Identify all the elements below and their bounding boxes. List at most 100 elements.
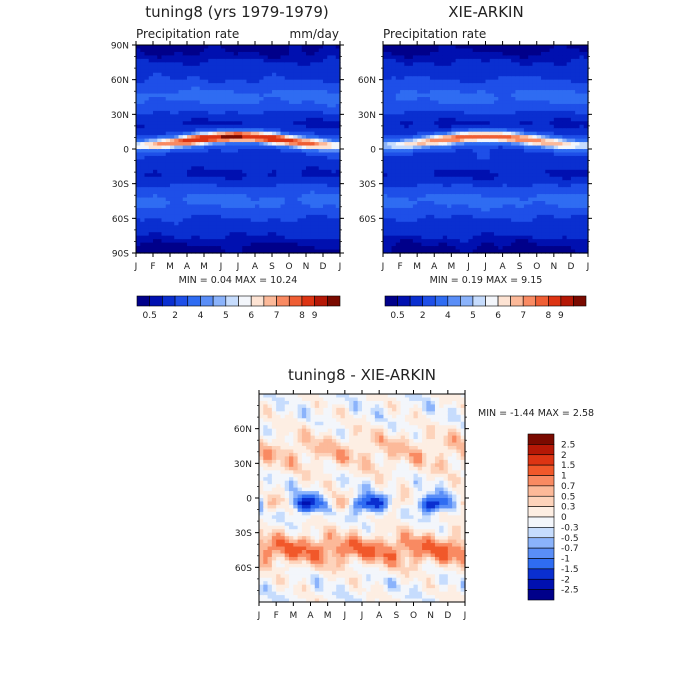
contour-cell	[174, 103, 180, 108]
contour-cell	[425, 124, 431, 129]
contour-cell	[221, 194, 226, 199]
contour-cell	[421, 187, 427, 192]
contour-cell	[438, 149, 444, 154]
contour-cell	[182, 55, 188, 60]
contour-cell	[429, 218, 435, 223]
contour-cell	[204, 72, 209, 77]
contour-cell	[280, 169, 286, 174]
contour-cell	[153, 214, 158, 219]
contour-cell	[229, 232, 235, 237]
contour-cell	[400, 83, 405, 88]
contour-cell	[455, 69, 461, 74]
contour-cell	[404, 69, 410, 74]
contour-cell	[242, 187, 248, 192]
contour-cell	[400, 90, 405, 95]
contour-cell	[174, 65, 180, 70]
contour-cell	[429, 207, 435, 212]
contour-cell	[153, 187, 158, 192]
contour-cell	[157, 58, 163, 63]
contour-cell	[216, 228, 222, 233]
contour-cell	[174, 183, 180, 188]
contour-cell	[157, 249, 163, 254]
contour-cell	[429, 187, 435, 192]
contour-cell	[229, 239, 235, 244]
contour-cell	[174, 93, 180, 98]
contour-cell	[310, 121, 316, 126]
contour-cell	[494, 83, 499, 88]
contour-cell	[153, 169, 158, 174]
contour-cell	[255, 45, 260, 50]
contour-cell	[212, 65, 218, 70]
contour-cell	[318, 159, 324, 164]
contour-cell	[447, 242, 452, 247]
contour-cell	[429, 117, 435, 122]
contour-cell	[395, 214, 401, 219]
contour-cell	[306, 83, 311, 88]
contour-cell	[182, 107, 188, 112]
contour-cell	[494, 131, 499, 136]
contour-cell	[280, 152, 286, 157]
contour-cell	[255, 228, 260, 233]
contour-cell	[263, 48, 269, 53]
contour-cell	[451, 149, 457, 154]
contour-cell	[331, 135, 337, 140]
contour-cell	[331, 110, 337, 115]
contour-cell	[438, 103, 444, 108]
contour-cell	[400, 218, 405, 223]
contour-cell	[400, 173, 405, 178]
contour-cell	[515, 187, 521, 192]
contour-cell	[306, 149, 311, 154]
contour-cell	[476, 114, 482, 119]
contour-cell	[199, 204, 205, 209]
contour-cell	[161, 100, 167, 105]
contour-cell	[289, 225, 294, 230]
contour-cell	[318, 207, 324, 212]
contour-cell	[199, 176, 205, 181]
contour-cell	[272, 180, 277, 185]
contour-cell	[476, 110, 482, 115]
contour-cell	[255, 152, 260, 157]
contour-cell	[144, 124, 150, 129]
contour-cell	[387, 162, 393, 167]
contour-cell	[144, 145, 150, 150]
contour-cell	[221, 76, 226, 81]
contour-cell	[468, 45, 474, 50]
contour-cell	[276, 221, 282, 226]
contour-cell	[387, 197, 393, 202]
contour-cell	[429, 65, 435, 70]
contour-cell	[195, 249, 201, 254]
contour-cell	[238, 117, 243, 122]
contour-cell	[259, 246, 265, 251]
contour-cell	[250, 194, 256, 199]
contour-cell	[212, 142, 218, 147]
contour-cell	[515, 211, 521, 216]
contour-cell	[191, 180, 197, 185]
contour-cell	[272, 45, 277, 50]
contour-cell	[323, 51, 328, 56]
contour-cell	[506, 58, 512, 63]
contour-cell	[267, 232, 273, 237]
contour-cell	[187, 197, 192, 202]
contour-cell	[246, 138, 252, 143]
contour-cell	[216, 97, 222, 102]
contour-cell	[400, 135, 405, 140]
contour-cell	[476, 152, 482, 157]
contour-cell	[425, 110, 431, 115]
contour-cell	[140, 62, 146, 67]
contour-cell	[212, 131, 218, 136]
contour-cell	[221, 246, 226, 251]
contour-cell	[191, 110, 197, 115]
contour-cell	[318, 239, 324, 244]
contour-cell	[314, 155, 320, 160]
colorbar-swatch	[212, 295, 227, 307]
contour-cell	[489, 162, 495, 167]
contour-cell	[259, 149, 265, 154]
contour-cell	[144, 152, 150, 157]
contour-cell	[297, 159, 303, 164]
contour-cell	[170, 239, 175, 244]
contour-cell	[276, 107, 282, 112]
contour-cell	[216, 149, 222, 154]
contour-cell	[233, 100, 239, 105]
contour-cell	[383, 97, 388, 102]
contour-cell	[140, 183, 146, 188]
